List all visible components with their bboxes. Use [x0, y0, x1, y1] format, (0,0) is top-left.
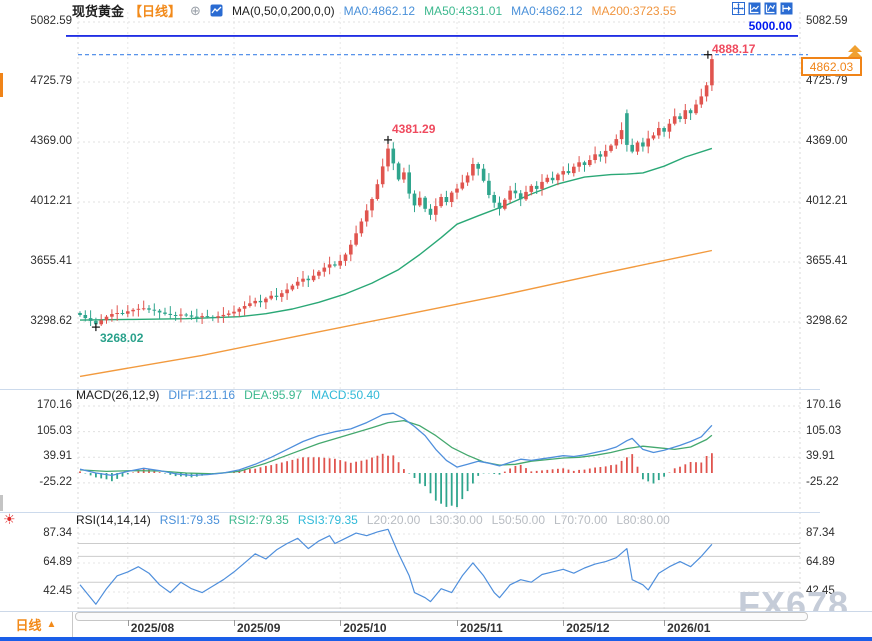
month-tick [664, 620, 666, 626]
rsi1-value: RSI1:79.35 [159, 513, 220, 527]
price-up-arrow-icon [848, 45, 862, 52]
month-tick [563, 620, 565, 626]
left-edge-gray-marker [0, 495, 3, 511]
ma0-value: MA0:4862.12 [343, 3, 416, 18]
month-tick [340, 620, 342, 626]
horizontal-scrollbar[interactable] [75, 612, 808, 621]
symbol-name: 现货黄金 [72, 4, 125, 19]
bottom-blue-strip [0, 637, 872, 641]
month-tick [127, 620, 129, 626]
october-peak-label: 4381.29 [392, 122, 436, 136]
period-tab-label: 日线 [15, 618, 42, 633]
exit-fullscreen-icon[interactable] [780, 2, 793, 15]
period-tab[interactable]: 日线 ▲ [0, 612, 73, 637]
august-low-label: 3268.02 [100, 331, 144, 345]
rsi-l50-value: L50:50.00 [491, 513, 546, 527]
pan-tool-icon[interactable] [732, 2, 745, 15]
macd-hist-value: MACD:50.40 [311, 388, 380, 402]
main-chart-header: 现货黄金 【日线】 ⊕ MA(0,50,0,200,0,0) MA0:4862.… [72, 1, 676, 20]
period-badge[interactable]: 【日线】 [129, 4, 182, 19]
ma50-value: MA50:4331.01 [424, 3, 503, 18]
month-label: 2026/01 [667, 621, 711, 635]
add-indicator-icon[interactable]: ⊕ [190, 2, 201, 18]
month-tick [234, 620, 235, 626]
alert-price-label[interactable]: 5000.00 [748, 19, 792, 33]
rsi-indicator-icon[interactable]: ☀ [3, 511, 16, 527]
month-label: 2025/09 [237, 621, 281, 635]
current-price-tag[interactable]: 4862.03 [801, 57, 862, 76]
month-label: 2025/12 [566, 621, 610, 635]
candle-chart-icon[interactable] [210, 4, 223, 17]
rsi-l20-value: L20:20.00 [366, 513, 421, 527]
left-edge-orange-marker [0, 73, 3, 97]
month-label: 2025/11 [460, 621, 503, 635]
rsi-l70-value: L70:70.00 [554, 513, 608, 527]
rsi2-value: RSI2:79.35 [228, 513, 289, 527]
month-label: 2025/10 [343, 621, 387, 635]
macd-title[interactable]: MACD(26,12,9) [76, 388, 160, 402]
price-up-arrow-icon-2 [848, 50, 862, 57]
session-high-label: 4888.17 [712, 42, 756, 56]
period-arrow-icon: ▲ [46, 619, 57, 630]
macd-dea-value: DEA:95.97 [244, 388, 303, 402]
month-label: 2025/08 [130, 621, 175, 635]
rsi3-value: RSI3:79.35 [297, 513, 358, 527]
month-tick [457, 620, 458, 626]
macd-header: MACD(26,12,9) DIFF:121.16 DEA:95.97 MACD… [76, 388, 380, 402]
rsi-header: RSI(14,14,14) RSI1:79.35 RSI2:79.35 RSI3… [76, 513, 670, 527]
zoom-horizontal-icon[interactable] [748, 2, 761, 15]
chart-toolbar [732, 2, 793, 15]
rsi-l30-value: L30:30.00 [429, 513, 483, 527]
macd-diff-value: DIFF:121.16 [168, 388, 236, 402]
zoom-vertical-icon[interactable] [764, 2, 777, 15]
ma-settings-label[interactable]: MA(0,50,0,200,0,0) [231, 3, 335, 18]
rsi-l80-value: L80:80.00 [616, 513, 670, 527]
ma0-value-2: MA0:4862.12 [511, 3, 583, 18]
rsi-title[interactable]: RSI(14,14,14) [76, 513, 151, 527]
ma200-value: MA200:3723.55 [591, 3, 677, 18]
